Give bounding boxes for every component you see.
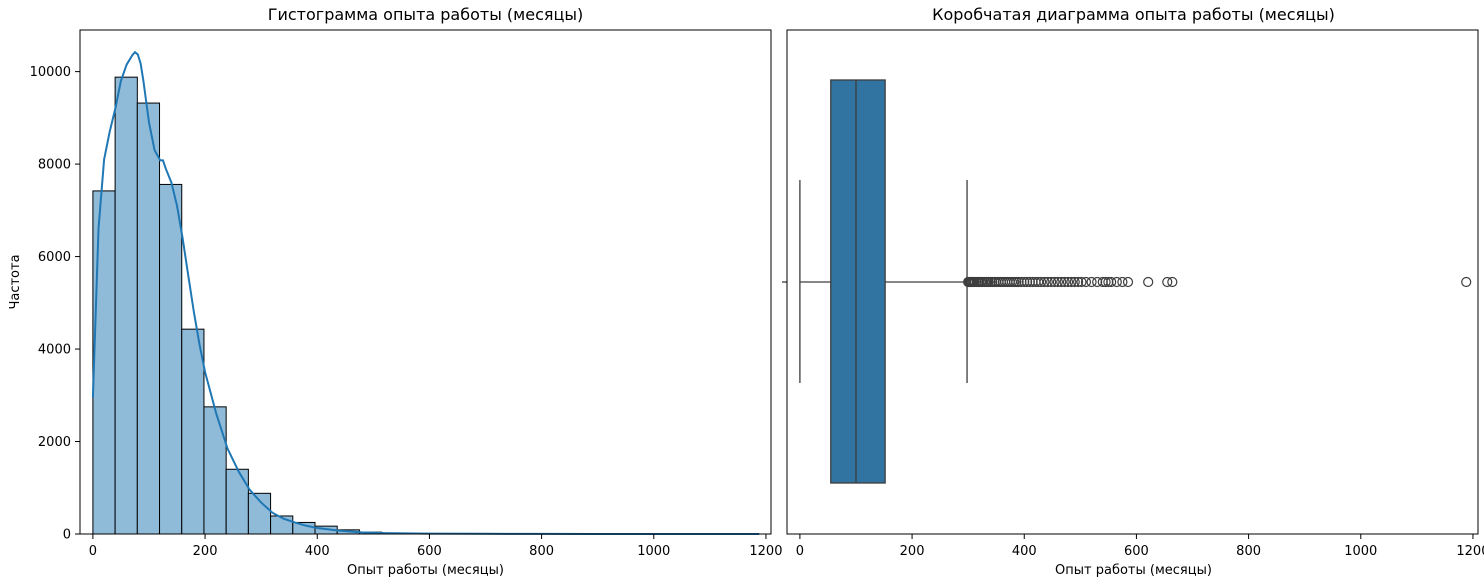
histogram-bar (225, 468, 249, 535)
x-tick-label: 600 (1124, 544, 1149, 559)
y-tick-label: 0 (63, 528, 71, 543)
x-tick-label: 600 (417, 544, 442, 559)
histogram-panel: Гистограмма опыта работы (месяцы) 0 200 40… (8, 5, 782, 578)
x-tick-label: 0 (796, 544, 804, 559)
outlier-point (1167, 276, 1178, 288)
histogram-y-label: Частота (8, 254, 23, 309)
outlier-point (1059, 276, 1070, 288)
outlier-point (1035, 276, 1047, 288)
x-tick-label: 1200 (749, 544, 782, 559)
outlier-point (1122, 276, 1134, 288)
boxplot-panel: Коробчатая диаграмма опыта работы (месяц… (782, 5, 1484, 578)
outlier-point (1111, 276, 1122, 288)
outlier-point (1461, 276, 1472, 288)
x-tick-label: 400 (305, 544, 330, 559)
y-tick-label: 8000 (38, 158, 71, 173)
outlier-point (1049, 276, 1060, 288)
y-tick-label: 6000 (38, 250, 71, 265)
boxplot-x-ticks: 0 200 400 600 800 1000 1200 (796, 534, 1484, 559)
histogram-bar (203, 406, 227, 535)
histogram-bar (114, 76, 138, 535)
x-tick-label: 800 (529, 544, 554, 559)
outlier-point (1080, 276, 1092, 288)
x-tick-label: 1200 (1456, 544, 1484, 559)
outlier-point (1052, 276, 1064, 288)
iqr-box (830, 79, 886, 484)
outlier-point (1039, 276, 1050, 288)
histogram-bar (136, 102, 161, 535)
x-tick-label: 200 (193, 544, 218, 559)
x-tick-label: 400 (1012, 544, 1037, 559)
boxplot-x-label: Опыт работы (месяцы) (1055, 563, 1212, 578)
x-tick-label: 200 (900, 544, 925, 559)
histogram-title: Гистограмма опыта работы (месяцы) (268, 5, 584, 24)
histogram-bar (92, 190, 116, 535)
x-tick-label: 800 (1236, 544, 1261, 559)
outlier-point (1062, 276, 1074, 288)
outlier-point (1056, 276, 1067, 288)
histogram-axes-frame (79, 29, 772, 535)
outlier-point (1100, 276, 1111, 288)
outlier-point (1162, 276, 1173, 288)
histogram-x-label: Опыт работы (месяцы) (347, 563, 504, 578)
outlier-point (1143, 276, 1154, 288)
boxplot-outliers (963, 276, 1472, 288)
outlier-point (1117, 276, 1128, 288)
outlier-point (1069, 276, 1080, 288)
outlier-point (1042, 276, 1053, 288)
histogram-x-ticks: 0 200 400 600 800 1000 1200 (89, 534, 782, 559)
histogram-bar (159, 183, 183, 535)
outlier-point (1076, 276, 1087, 288)
histogram-bars (92, 76, 760, 535)
boxplot-title: Коробчатая диаграмма опыта работы (месяц… (932, 5, 1335, 24)
outlier-point (1106, 276, 1117, 288)
y-tick-label: 4000 (38, 343, 71, 358)
boxplot (799, 79, 968, 484)
outlier-point (1072, 276, 1084, 288)
x-tick-label: 1000 (637, 544, 670, 559)
kde-line (91, 50, 760, 535)
boxplot-axes-frame (786, 29, 1479, 535)
y-tick-label: 10000 (30, 65, 71, 80)
y-tick-label: 2000 (38, 435, 71, 450)
x-tick-label: 0 (89, 544, 97, 559)
histogram-bar (181, 328, 205, 535)
outlier-point (1086, 276, 1097, 288)
x-tick-label: 1000 (1344, 544, 1377, 559)
outlier-point (1046, 276, 1057, 288)
histogram-y-ticks: 0 2000 4000 6000 8000 10000 (30, 65, 80, 543)
outlier-point (1066, 276, 1077, 288)
